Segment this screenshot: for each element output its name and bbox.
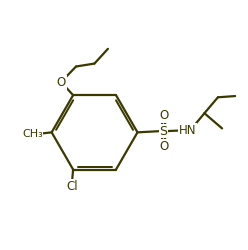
Text: O: O — [159, 109, 169, 122]
Text: S: S — [159, 125, 167, 138]
Text: CH₃: CH₃ — [22, 128, 43, 138]
Text: Cl: Cl — [66, 180, 78, 193]
Text: O: O — [57, 76, 66, 89]
Text: O: O — [159, 140, 169, 153]
Text: HN: HN — [179, 124, 196, 137]
